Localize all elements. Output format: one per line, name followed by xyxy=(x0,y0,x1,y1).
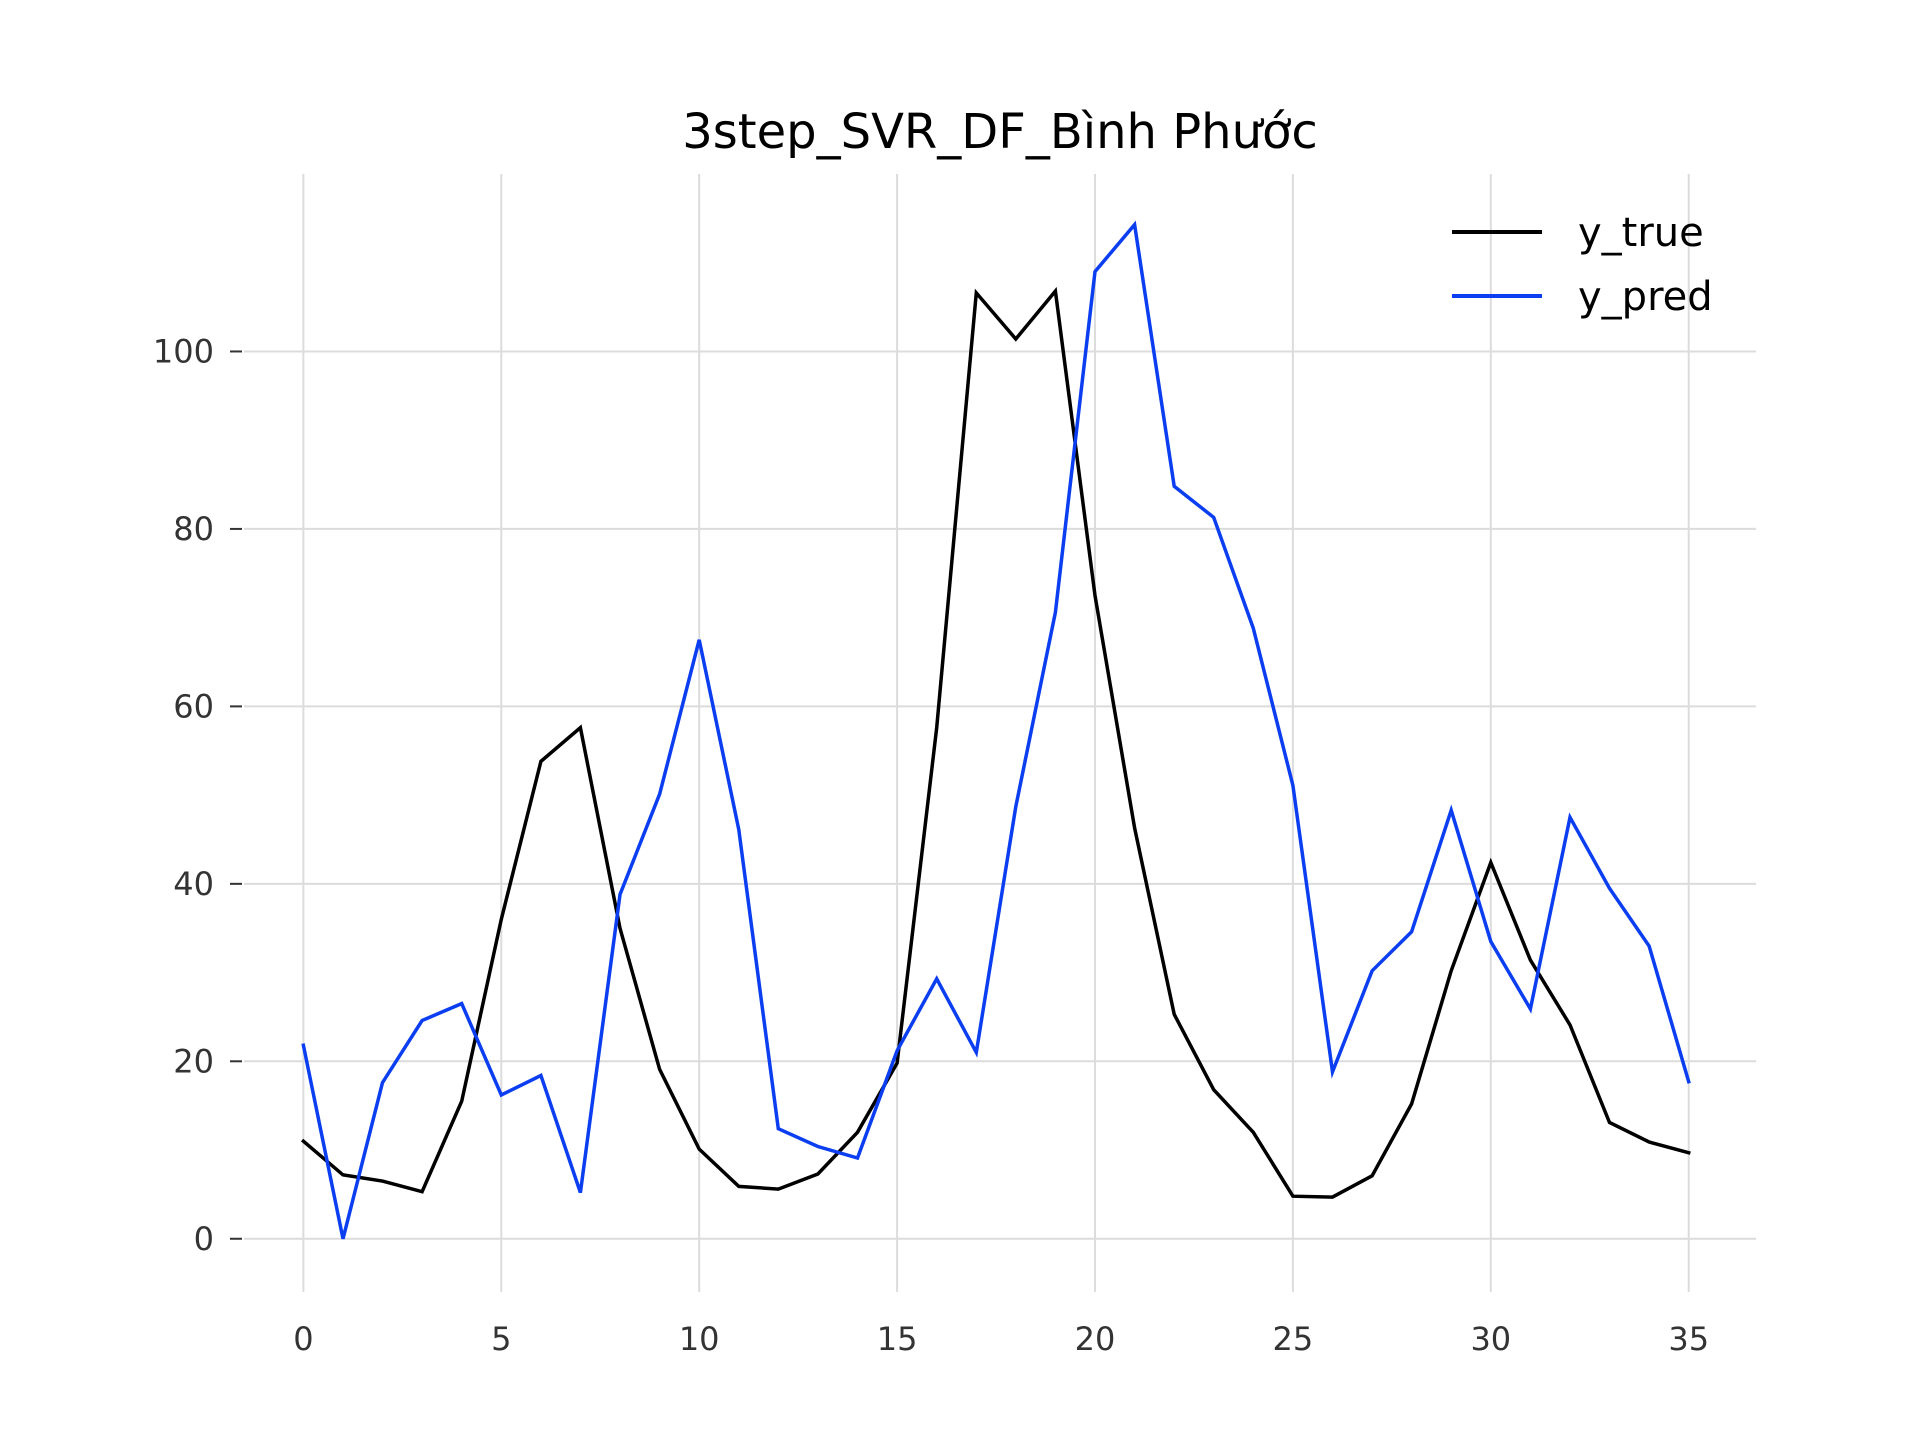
x-tick-label: 30 xyxy=(1470,1320,1511,1358)
series-line-y-true xyxy=(300,286,1691,1199)
x-tick-label: 15 xyxy=(877,1320,918,1358)
legend-label-y-pred: y_pred xyxy=(1578,274,1713,320)
series-lines xyxy=(300,220,1691,1240)
x-tick-label: 10 xyxy=(679,1320,720,1358)
y-tick-label: 0 xyxy=(194,1220,214,1258)
y-tick-label: 100 xyxy=(153,332,214,370)
y-tick-label: 60 xyxy=(173,687,214,725)
series-line-y-pred xyxy=(301,220,1691,1240)
x-tick-label: 0 xyxy=(293,1320,313,1358)
x-tick-label: 25 xyxy=(1273,1320,1314,1358)
gridlines xyxy=(244,174,1756,1292)
x-tick-label: 5 xyxy=(491,1320,511,1358)
chart-title: 3step_SVR_DF_Bình Phước xyxy=(682,104,1318,160)
axis-ticks: 0 5 10 15 20 25 30 35 0 20 40 60 80 100 xyxy=(153,332,1709,1358)
y-tick-label: 80 xyxy=(173,510,214,548)
legend: y_true y_pred xyxy=(1452,210,1713,320)
x-tick-label: 20 xyxy=(1075,1320,1116,1358)
y-tick-label: 40 xyxy=(173,865,214,903)
x-tick-label: 35 xyxy=(1668,1320,1709,1358)
y-tick-label: 20 xyxy=(173,1042,214,1080)
legend-label-y-true: y_true xyxy=(1578,210,1704,256)
